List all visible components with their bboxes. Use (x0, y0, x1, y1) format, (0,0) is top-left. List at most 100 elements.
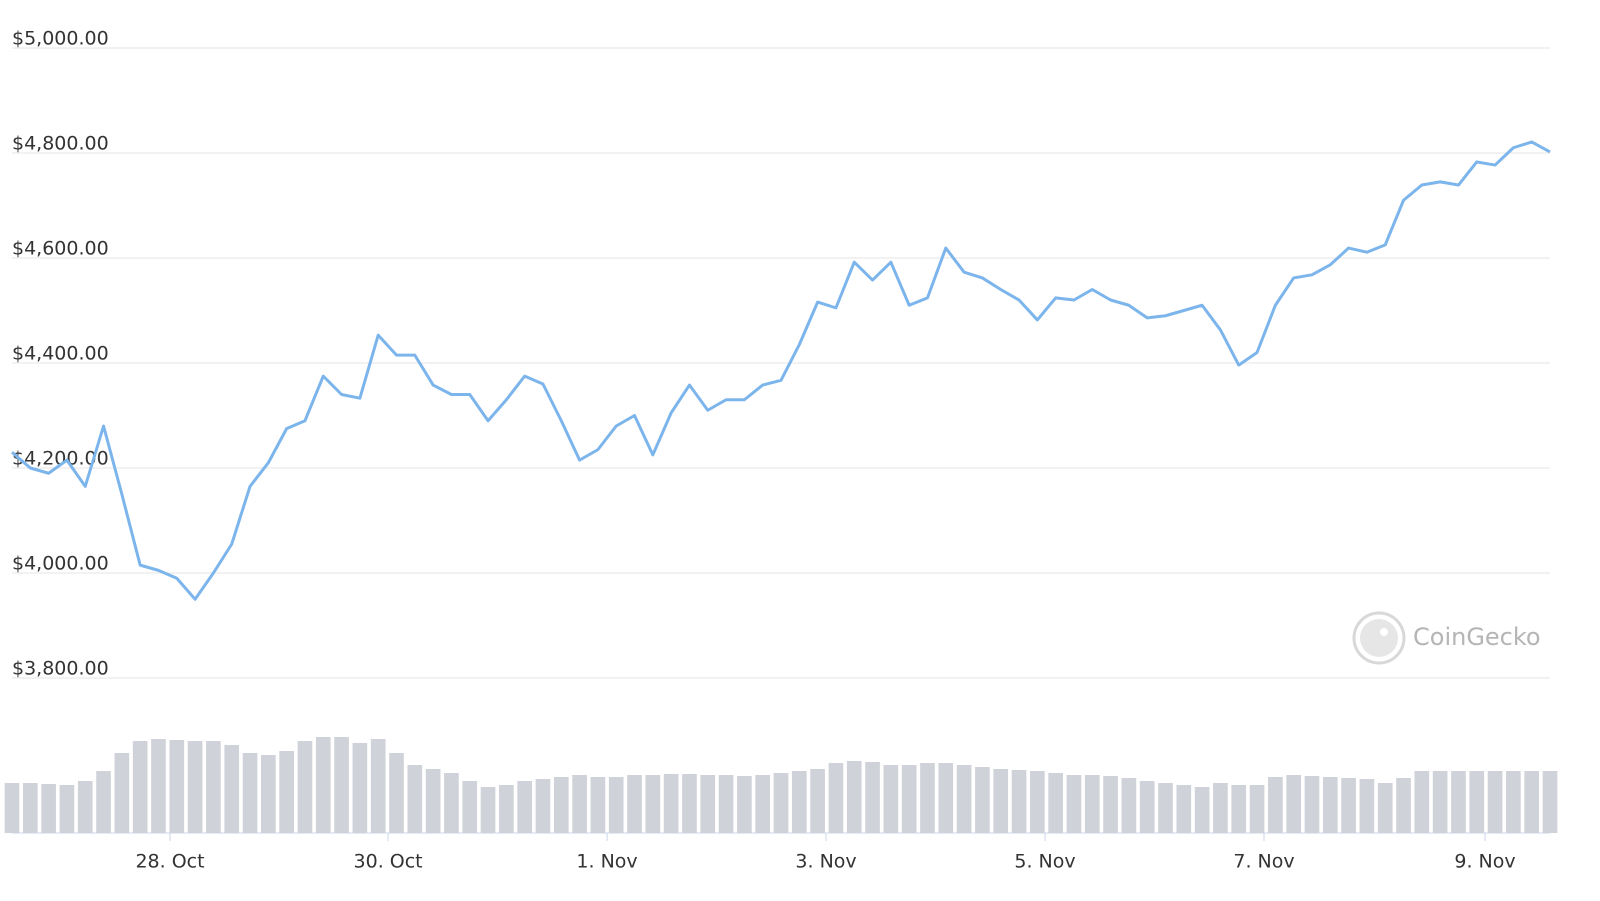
volume-bar (1139, 781, 1155, 833)
x-tick-label: 30. Oct (354, 851, 423, 873)
volume-bar (334, 737, 349, 833)
volume-bar (755, 775, 771, 833)
volume-bar (389, 753, 404, 833)
volume-bar (242, 753, 258, 833)
volume-bar (1469, 771, 1485, 833)
x-tick-label: 9. Nov (1454, 851, 1515, 873)
y-tick-label: $4,600.00 (12, 238, 109, 260)
x-tick-label: 3. Nov (795, 851, 856, 873)
volume-bar (865, 762, 880, 833)
volume-bar (499, 785, 514, 833)
x-tick-label: 7. Nov (1233, 851, 1294, 873)
volume-bar (425, 769, 441, 833)
y-tick-label: $4,400.00 (12, 343, 109, 365)
volume-bar (1341, 778, 1356, 833)
volume-bar (59, 785, 75, 833)
volume-bar (261, 755, 276, 833)
volume-bar (480, 787, 496, 833)
y-tick-label: $4,200.00 (12, 448, 109, 470)
volume-bar (1542, 771, 1558, 833)
volume-bar (938, 763, 954, 833)
volume-bar (1286, 775, 1301, 833)
volume-bar (956, 765, 972, 833)
volume-bar (22, 783, 38, 833)
volume-bar (206, 741, 221, 833)
y-tick-label: $3,800.00 (12, 658, 109, 680)
volume-bar (407, 765, 423, 833)
volume-bar (169, 740, 185, 833)
watermark-logo (1352, 611, 1406, 665)
volume-bar (1176, 785, 1192, 833)
volume-bar (920, 763, 935, 833)
volume-bar (572, 775, 587, 833)
volume-bar (224, 745, 240, 833)
volume-bar (553, 777, 569, 833)
volume-bar (517, 781, 532, 833)
y-tick-label: $4,800.00 (12, 133, 109, 155)
price-line (11, 140, 1551, 601)
volume-bar (663, 774, 679, 833)
volume-bar (4, 783, 20, 833)
volume-bar (352, 743, 368, 833)
volume-bar (773, 773, 789, 833)
volume-bar (883, 765, 899, 833)
volume-bar (132, 741, 148, 833)
volume-bar (645, 775, 661, 833)
volume-bar (444, 773, 459, 833)
volume-bar (1213, 783, 1228, 833)
volume-bar (810, 769, 825, 833)
volume-bar (1451, 771, 1466, 833)
volume-bar (1231, 785, 1247, 833)
volume-bar (96, 771, 111, 833)
volume-bar (1396, 778, 1411, 833)
volume-bar (590, 777, 606, 833)
volume-bar (1359, 779, 1375, 833)
volume-bar (77, 781, 93, 833)
volume-bar (1030, 771, 1045, 833)
volume-bar (315, 737, 331, 833)
volume-bar (627, 775, 642, 833)
volume-bar (1084, 775, 1100, 833)
volume-bar (737, 776, 752, 833)
volume-bar (901, 765, 917, 833)
volume-bar (1524, 771, 1540, 833)
volume-bar (279, 751, 294, 833)
volume-bar (1066, 775, 1082, 833)
volume-bar (1048, 773, 1063, 833)
volume-bar (535, 779, 551, 833)
volume-bar (187, 741, 203, 833)
volume-bar (791, 771, 807, 833)
volume-bar (41, 784, 56, 833)
volume-bar (1268, 777, 1283, 833)
watermark: CoinGecko (1413, 623, 1541, 651)
volume-bar (1194, 787, 1210, 833)
volume-bar (993, 769, 1009, 833)
volume-bar (1304, 776, 1320, 833)
x-tick-label: 28. Oct (135, 851, 204, 873)
x-tick-label: 1. Nov (576, 851, 637, 873)
y-tick-label: $4,000.00 (12, 553, 109, 575)
volume-bar (975, 767, 990, 833)
volume-bar (297, 741, 313, 833)
volume-bar (370, 739, 386, 833)
volume-bar (1249, 785, 1265, 833)
volume-bar (151, 739, 166, 833)
volume-bar (1414, 771, 1430, 833)
volume-bar (114, 753, 130, 833)
volume-bar (1506, 771, 1521, 833)
volume-bar (718, 775, 734, 833)
volume-bar (1121, 778, 1137, 833)
volume-bar (846, 761, 862, 833)
volume-bar (608, 777, 624, 833)
x-tick-label: 5. Nov (1014, 851, 1075, 873)
volume-bar (1158, 783, 1173, 833)
volume-bar (1103, 776, 1118, 833)
y-tick-label: $5,000.00 (12, 28, 109, 50)
volume-bar (700, 775, 716, 833)
volume-bar (682, 774, 697, 833)
volume-bar (1377, 783, 1393, 833)
volume-bar (1487, 771, 1503, 833)
volume-bar (828, 763, 844, 833)
volume-bar (1432, 771, 1448, 833)
